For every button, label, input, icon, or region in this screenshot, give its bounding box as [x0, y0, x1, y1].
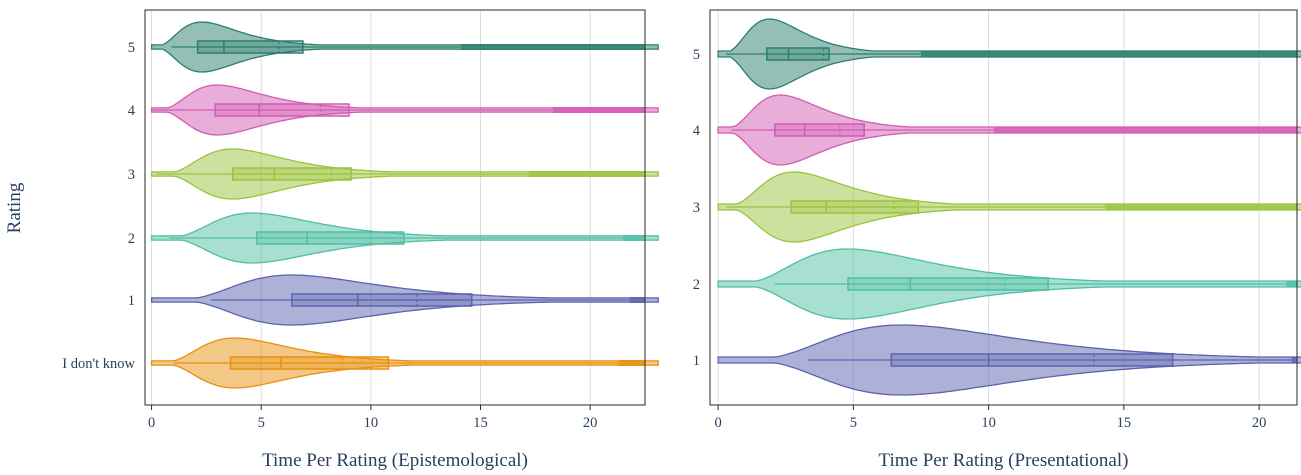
y-tick-label: 4	[128, 103, 136, 119]
outlier-points	[994, 127, 1297, 133]
x-tick-label: 20	[1252, 415, 1267, 431]
y-tick-label: I don't know	[62, 356, 135, 372]
y-tick-label: 5	[693, 47, 700, 63]
outlier-points	[1104, 204, 1297, 210]
iqr-box	[847, 277, 1049, 291]
x-tick-label: 0	[148, 415, 155, 431]
y-tick-label: 3	[693, 200, 700, 216]
violin-2	[717, 248, 1301, 320]
outlier-points	[1291, 357, 1297, 363]
outlier-points	[460, 44, 645, 50]
x-tick-label: 10	[981, 415, 996, 431]
iqr-box	[790, 200, 920, 214]
violin-5	[717, 18, 1301, 90]
iqr-box	[229, 356, 390, 370]
y-axis-title: Rating	[4, 182, 25, 233]
outlier-points	[1286, 281, 1297, 287]
violin-3	[150, 148, 659, 200]
x-tick-label: 15	[473, 415, 488, 431]
presentational-panel: 1 2 3 4 5 0 5 10 15 20 Time Per Rating (Presentati…	[693, 9, 1301, 471]
iqr-box	[291, 293, 473, 307]
x-axis-title: Time Per Rating (Presentational)	[879, 450, 1129, 471]
violin-2	[150, 212, 659, 264]
outlier-points	[623, 235, 645, 241]
violin-1	[717, 324, 1301, 396]
y-tick-label: 2	[128, 231, 135, 247]
y-tick-label: 1	[693, 353, 700, 369]
iqr-box	[231, 167, 352, 181]
outlier-points	[528, 171, 645, 177]
y-tick-label: 3	[128, 167, 135, 183]
x-axis-title: Time Per Rating (Epistemological)	[262, 450, 528, 471]
violin-4	[150, 84, 659, 136]
violin-5	[150, 21, 659, 73]
iqr-box	[196, 40, 304, 54]
epistemological-panel: I don't know 1 2 3 4 5 0 5 10 15 20 Time Per Rating…	[62, 9, 659, 471]
outlier-points	[552, 107, 645, 113]
iqr-box	[774, 123, 865, 137]
violin-1	[150, 274, 659, 326]
plot-frame	[709, 9, 1298, 406]
outlier-points	[920, 51, 1297, 57]
y-tick-label: 4	[693, 123, 701, 139]
violin-3	[717, 171, 1301, 243]
y-tick-label: 1	[128, 293, 135, 309]
violin-i-don-t-know	[150, 337, 659, 389]
iqr-box	[214, 103, 350, 117]
x-tick-label: 5	[258, 415, 265, 431]
iqr-box	[890, 353, 1174, 367]
iqr-box	[256, 231, 405, 245]
x-tick-label: 20	[583, 415, 598, 431]
iqr-box	[766, 47, 830, 61]
outlier-points	[629, 297, 645, 303]
y-tick-label: 2	[693, 277, 700, 293]
violin-4	[717, 94, 1301, 166]
x-tick-label: 15	[1117, 415, 1132, 431]
plot-frame	[144, 9, 646, 406]
y-tick-label: 5	[128, 40, 135, 56]
outlier-points	[618, 360, 645, 366]
x-tick-label: 0	[714, 415, 721, 431]
x-tick-label: 10	[364, 415, 379, 431]
x-tick-label: 5	[850, 415, 857, 431]
